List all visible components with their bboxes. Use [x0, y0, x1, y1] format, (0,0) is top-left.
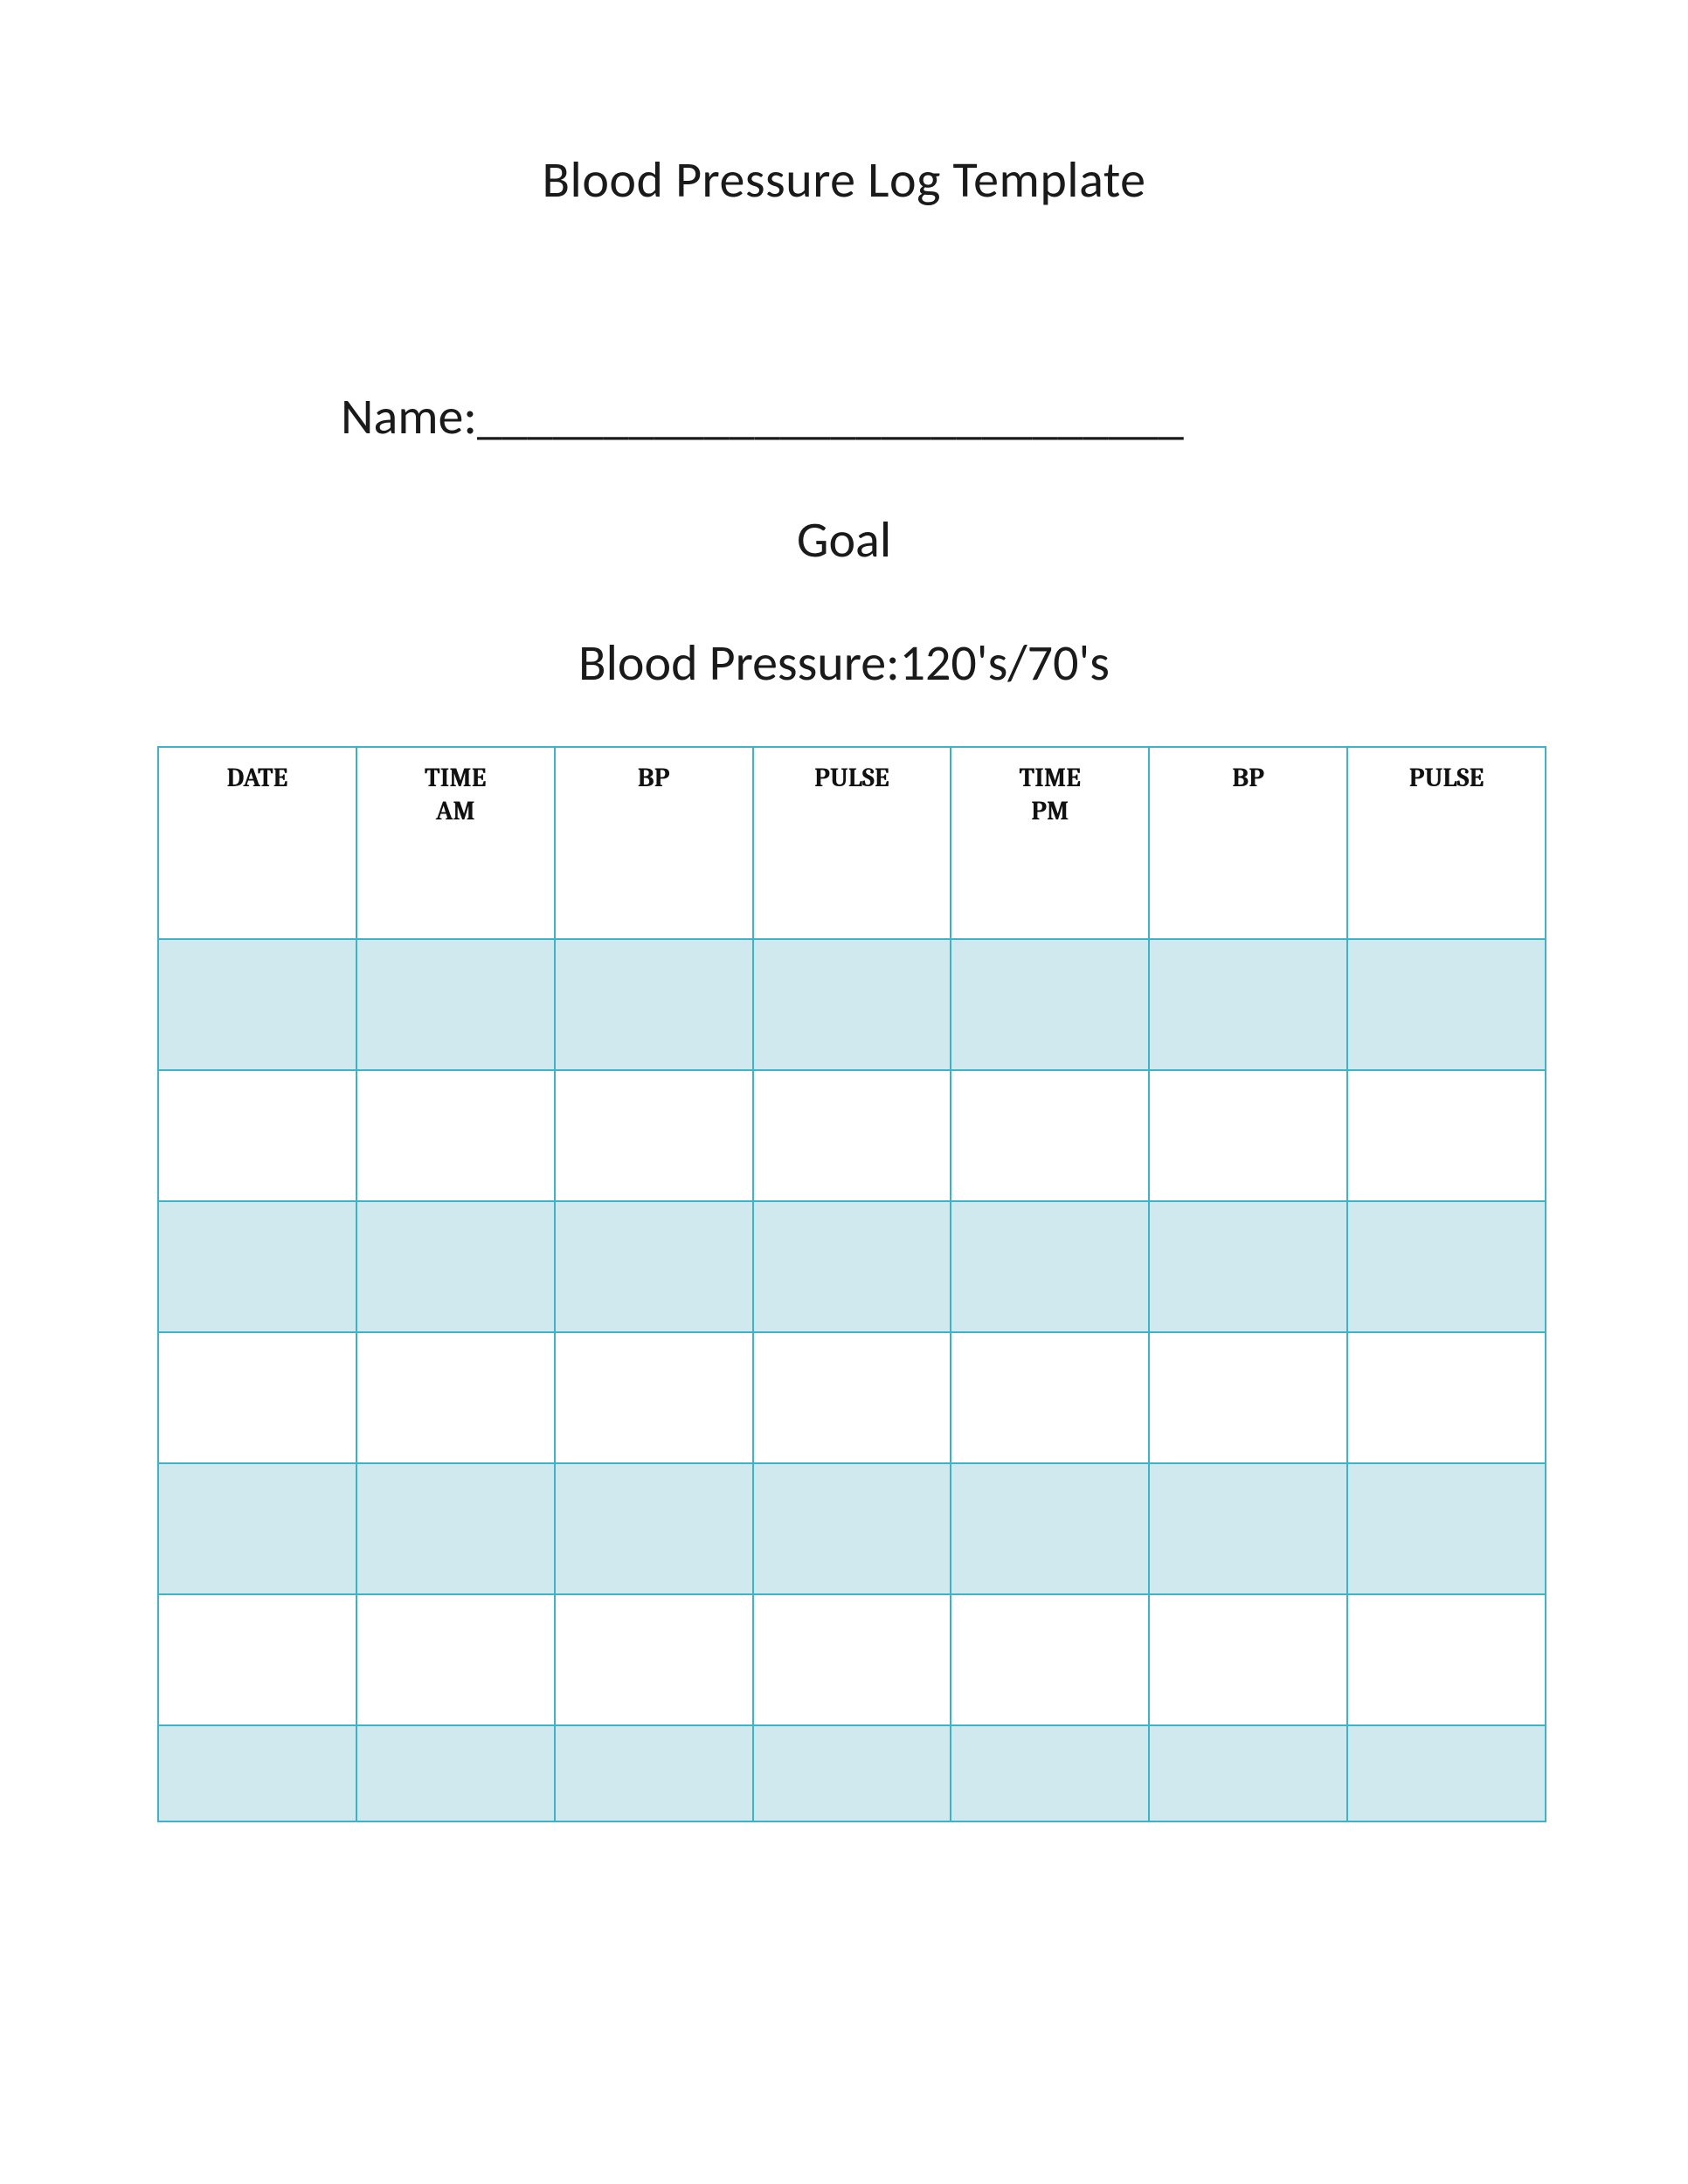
table-cell[interactable]	[951, 1070, 1149, 1201]
table-cell[interactable]	[951, 1332, 1149, 1463]
table-cell[interactable]	[753, 1201, 951, 1332]
table-cell[interactable]	[158, 1725, 356, 1821]
table-cell[interactable]	[555, 1201, 753, 1332]
col-date: DATE	[158, 747, 356, 939]
table-header: DATE TIMEAM BP PULSE TIMEPM BP PULSE	[158, 747, 1546, 939]
table-cell[interactable]	[158, 1201, 356, 1332]
col-pulse-am: PULSE	[753, 747, 951, 939]
page: Blood Pressure Log Template Name:_______…	[0, 0, 1688, 1822]
table-cell[interactable]	[555, 1725, 753, 1821]
table-cell[interactable]	[555, 1463, 753, 1594]
table-body	[158, 939, 1546, 1821]
table-cell[interactable]	[356, 1463, 555, 1594]
table-cell[interactable]	[158, 1463, 356, 1594]
table-cell[interactable]	[1347, 1594, 1546, 1725]
table-cell[interactable]	[356, 939, 555, 1070]
table-cell[interactable]	[1149, 1463, 1347, 1594]
table-cell[interactable]	[555, 1332, 753, 1463]
table-cell[interactable]	[753, 1070, 951, 1201]
table-cell[interactable]	[951, 1201, 1149, 1332]
table-cell[interactable]	[753, 1725, 951, 1821]
table-cell[interactable]	[1347, 1201, 1546, 1332]
table-cell[interactable]	[753, 939, 951, 1070]
name-label: Name:	[341, 385, 477, 447]
col-bp-am: BP	[555, 747, 753, 939]
table-cell[interactable]	[951, 1725, 1149, 1821]
table-cell[interactable]	[1347, 1725, 1546, 1821]
table-cell[interactable]	[1149, 939, 1347, 1070]
goal-label: Goal	[157, 508, 1531, 570]
table-cell[interactable]	[1149, 1594, 1347, 1725]
table-cell[interactable]	[1347, 1070, 1546, 1201]
col-time-pm: TIMEPM	[951, 747, 1149, 939]
name-field-line: Name:____________________________	[341, 385, 1531, 447]
table-cell[interactable]	[356, 1201, 555, 1332]
table-cell[interactable]	[555, 1070, 753, 1201]
table-cell[interactable]	[356, 1070, 555, 1201]
table-row	[158, 1332, 1546, 1463]
table-cell[interactable]	[1347, 1332, 1546, 1463]
col-pulse-pm: PULSE	[1347, 747, 1546, 939]
table-row	[158, 1725, 1546, 1821]
table-cell[interactable]	[158, 939, 356, 1070]
table-cell[interactable]	[555, 939, 753, 1070]
col-time-am: TIMEAM	[356, 747, 555, 939]
table-cell[interactable]	[1347, 939, 1546, 1070]
table-cell[interactable]	[1347, 1463, 1546, 1594]
table-cell[interactable]	[555, 1594, 753, 1725]
bp-goal-text: Blood Pressure:120's/70's	[157, 632, 1531, 694]
table-cell[interactable]	[753, 1594, 951, 1725]
table-header-row: DATE TIMEAM BP PULSE TIMEPM BP PULSE	[158, 747, 1546, 939]
table-cell[interactable]	[951, 1463, 1149, 1594]
table-cell[interactable]	[951, 939, 1149, 1070]
table-cell[interactable]	[158, 1594, 356, 1725]
table-cell[interactable]	[753, 1332, 951, 1463]
table-row	[158, 939, 1546, 1070]
col-bp-pm: BP	[1149, 747, 1347, 939]
table-cell[interactable]	[356, 1725, 555, 1821]
page-title: Blood Pressure Log Template	[157, 149, 1531, 211]
table-cell[interactable]	[1149, 1201, 1347, 1332]
bp-log-table: DATE TIMEAM BP PULSE TIMEPM BP PULSE	[157, 746, 1546, 1822]
name-underline: ____________________________	[477, 385, 1184, 447]
table-cell[interactable]	[356, 1594, 555, 1725]
table-row	[158, 1594, 1546, 1725]
table-cell[interactable]	[1149, 1725, 1347, 1821]
table-row	[158, 1070, 1546, 1201]
table-cell[interactable]	[158, 1070, 356, 1201]
table-cell[interactable]	[951, 1594, 1149, 1725]
table-cell[interactable]	[1149, 1332, 1347, 1463]
table-cell[interactable]	[753, 1463, 951, 1594]
table-row	[158, 1463, 1546, 1594]
table-cell[interactable]	[158, 1332, 356, 1463]
table-cell[interactable]	[1149, 1070, 1347, 1201]
table-cell[interactable]	[356, 1332, 555, 1463]
table-row	[158, 1201, 1546, 1332]
